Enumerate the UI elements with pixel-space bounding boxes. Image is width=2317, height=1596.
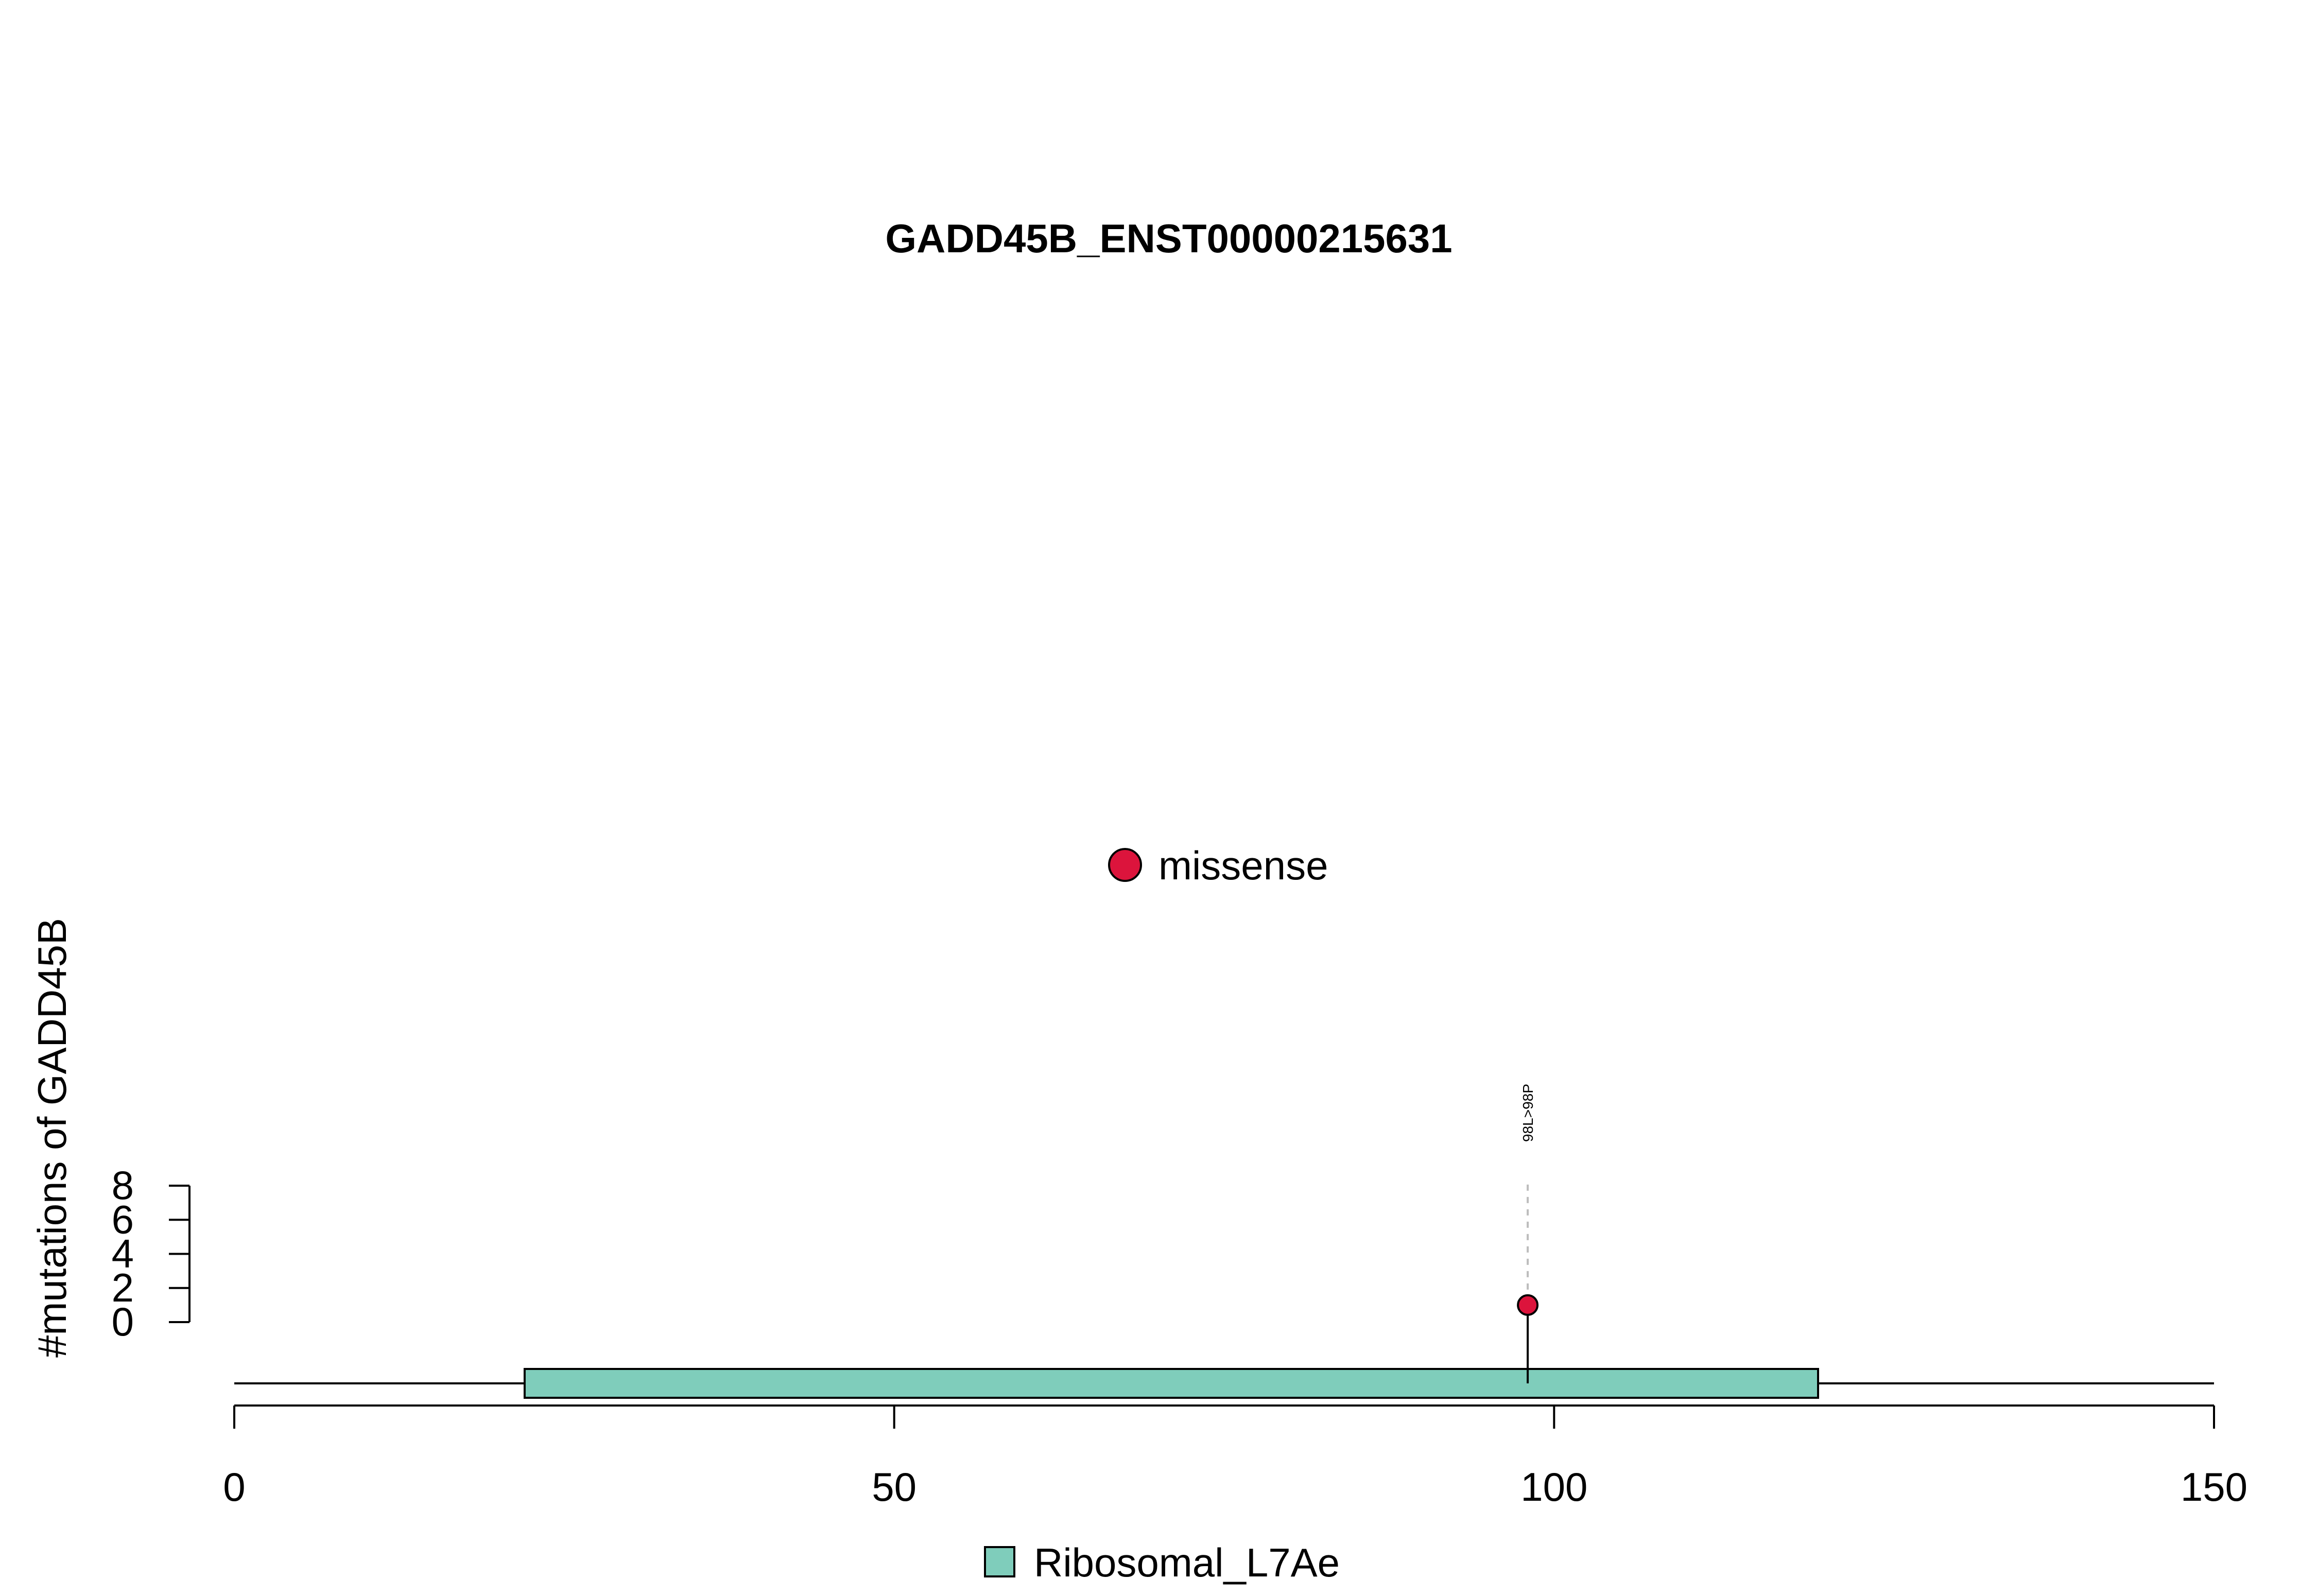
domain-ribosomal-l7ae	[523, 1368, 1819, 1399]
chart-title: GADD45B_ENST00000215631	[885, 216, 1452, 261]
mutation-lollipops: 98L>98P	[1517, 1084, 1539, 1383]
y-tick-label: 0	[112, 1299, 134, 1344]
mutation-label: 98L>98P	[1520, 1084, 1536, 1142]
ribosomal-l7ae-legend-label: Ribosomal_L7Ae	[1034, 1540, 1340, 1585]
missense-legend-marker	[1108, 848, 1142, 882]
y-tick-label: 8	[112, 1163, 134, 1208]
x-tick-label: 0	[223, 1464, 245, 1510]
y-axis-label: #mutations of GADD45B	[29, 918, 75, 1358]
ribosomal-l7ae-legend-swatch	[984, 1546, 1015, 1577]
mutation-legend: missense	[1108, 843, 1328, 888]
x-tick-label: 100	[1520, 1464, 1587, 1510]
x-axis: 0 50 100 150	[223, 1404, 2247, 1510]
domain-track	[523, 1368, 1819, 1399]
x-tick-label: 150	[2181, 1464, 2247, 1510]
y-tick-label: 2	[112, 1265, 134, 1310]
domain-legend: Ribosomal_L7Ae	[984, 1540, 1340, 1585]
missense-legend-label: missense	[1158, 843, 1328, 888]
y-tick-label: 6	[112, 1196, 134, 1242]
y-tick-label: 4	[112, 1231, 134, 1276]
x-tick-label: 50	[872, 1464, 917, 1510]
mutation-point	[1517, 1294, 1539, 1316]
